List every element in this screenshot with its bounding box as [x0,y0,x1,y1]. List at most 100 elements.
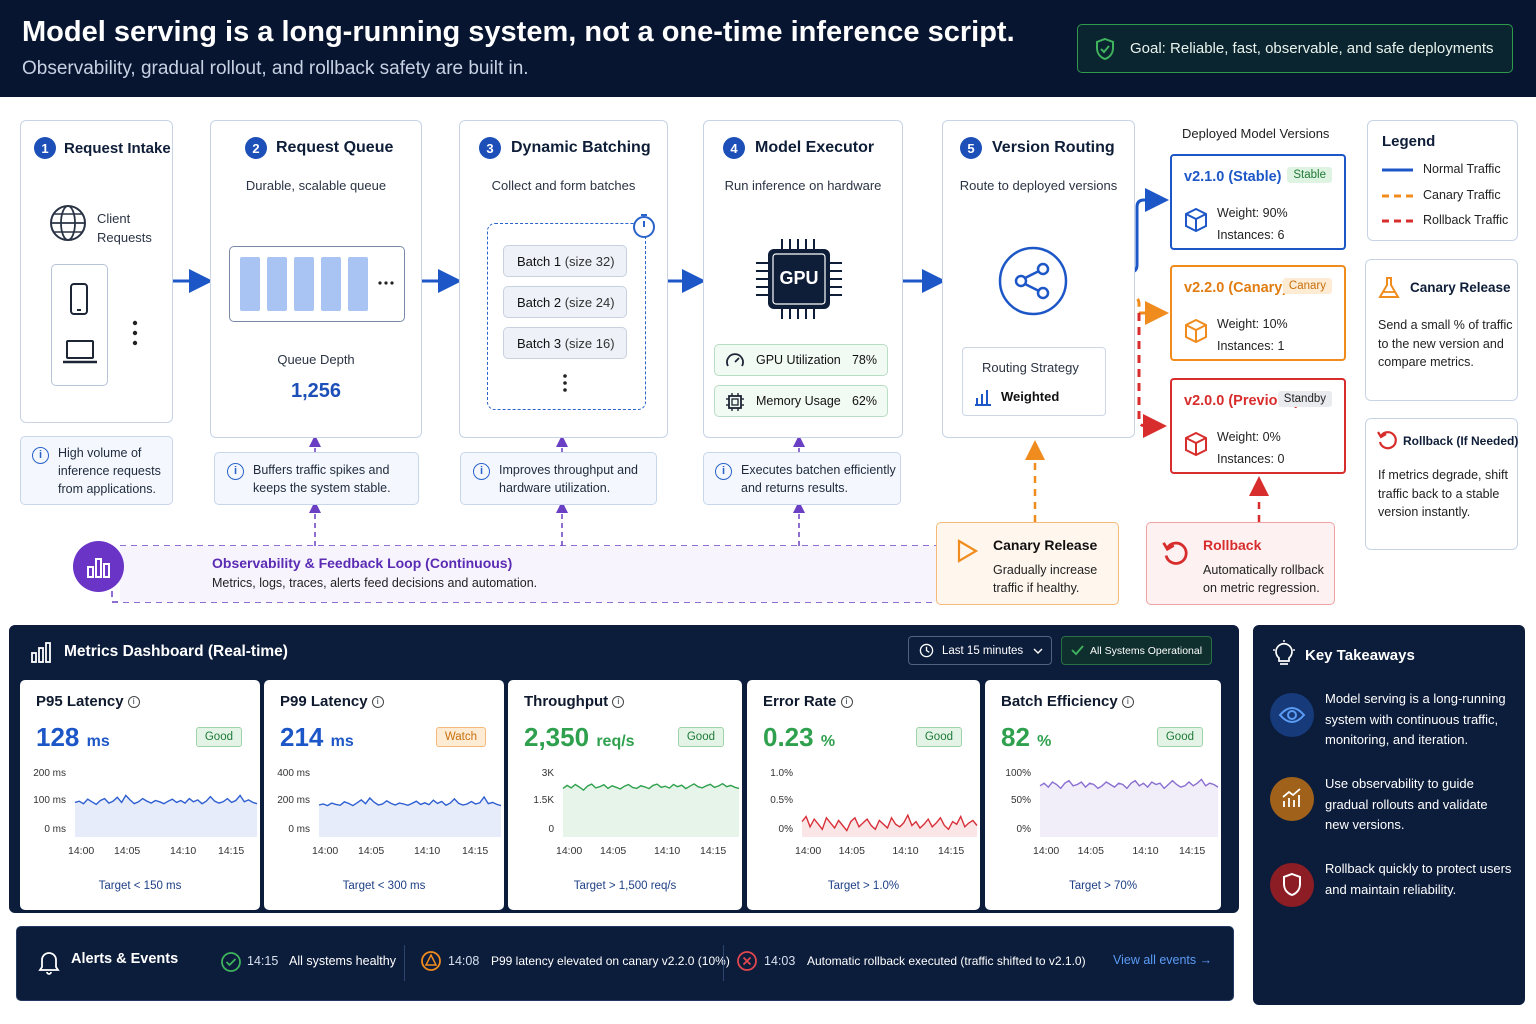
stage-subtitle: Route to deployed versions [959,178,1118,193]
x-tick-label: 14:15 [462,845,489,857]
rollback-title: Rollback [1203,537,1262,553]
x-tick-label: 14:15 [218,845,245,857]
version-instances: Instances: 1 [1217,339,1285,353]
series-line [74,794,258,806]
info-icon: i [227,463,244,480]
client-requests-label: Client Requests [97,211,152,245]
shield-check-icon [1096,37,1114,61]
version-name: v2.0.0 (Previous) [1184,393,1300,409]
canary-release-title: Canary Release [993,537,1098,553]
bell-icon [38,952,60,975]
series-line [1039,778,1219,790]
alert-time: 14:03 [764,954,796,968]
x-tick-label: 14:05 [114,845,141,857]
rollback-icon [1377,431,1397,450]
y-tick-label: 1.0% [770,768,793,779]
y-tick-label: 50% [1010,795,1031,806]
note-request-intake: i High volume of inference requests from… [20,436,173,505]
alert-time: 14:08 [448,954,480,968]
info-icon: i [473,463,490,480]
x-tick-label: 14:00 [795,845,822,857]
x-tick-label: 14:05 [838,845,865,857]
info-icon: i [715,463,732,480]
version-weight: Weight: 10% [1217,317,1288,331]
routing-strategy-value: Weighted [1001,389,1060,404]
goal-banner: Goal: Reliable, fast, observable, and sa… [1077,24,1513,73]
side-canary-title: Canary Release [1410,280,1511,295]
alert-text: P99 latency elevated on canary v2.2.0 (1… [491,954,730,968]
warning-icon [421,951,441,971]
sparkline-chart [74,794,258,837]
queue-depth-value: 1,256 [290,380,342,402]
stage-title: Version Routing [992,139,1115,156]
metric-card-p95-latency[interactable]: P95 Latency i 128 ms Good Target < 150 ms 20… [20,680,260,910]
sparkline-chart [318,795,502,837]
queue-slot [294,257,314,311]
side-canary-card: Canary Release Send a small % of traffic… [1365,259,1518,401]
gpu-chip-label: GPU [779,268,819,288]
sparkline-chart [1039,778,1219,837]
play-icon [957,539,979,563]
side-rollback-text: If metrics degrade, shift traffic back t… [1378,468,1508,519]
y-tick-label: 0 [548,824,554,835]
stage-title: Model Executor [755,139,875,156]
batch-size: (size 16) [564,335,615,351]
x-tick-label: 14:15 [700,845,727,857]
metric-unit: ms [86,733,110,750]
metric-target: Target > 70% [1068,880,1138,892]
info-icon: i [127,696,140,708]
version-weight: Weight: 90% [1217,206,1288,220]
series-line [318,795,502,807]
metric-card-batch-efficiency[interactable]: Batch Efficiency i 82 % Good Target > 70% 10… [985,680,1221,910]
y-tick-label: 200 ms [277,795,310,806]
time-range-value: Last 15 minutes [942,644,1024,657]
x-tick-label: 14:00 [68,845,95,857]
router-share-icon [998,246,1068,316]
info-icon: i [371,696,384,708]
canary-release-box: Canary Release Gradually increase traffi… [936,522,1119,605]
growth-chart-icon [1282,788,1301,807]
version-name: v2.2.0 (Canary) [1184,280,1288,296]
more-horizontal-icon [378,281,394,285]
metric-card-error-rate[interactable]: Error Rate i 0.23 % Good Target > 1.0% 1.0% 0… [747,680,980,910]
queue-slot [240,257,260,311]
x-tick-label: 14:10 [654,845,681,857]
page-subtitle: Observability, gradual rollout, and roll… [22,58,529,79]
observability-band [120,546,936,602]
x-tick-label: 14:10 [170,845,197,857]
eye-icon-circle [1270,693,1314,737]
version-card-previous[interactable]: v2.0.0 (Previous) Standby Weight: 0% Inst… [1170,378,1346,474]
memory-usage-label: Memory Usage [756,394,841,408]
batch-size: (size 32) [564,253,615,269]
version-badge: Standby [1277,391,1332,407]
stage-version-routing: 5 Version Routing Route to deployed vers… [942,120,1135,438]
version-card-canary[interactable]: v2.2.0 (Canary) Canary Weight: 10% Instan… [1170,265,1346,361]
metric-badge: Watch [435,727,486,747]
x-tick-label: 14:00 [1033,845,1060,857]
metric-badge: Good [195,727,242,747]
metric-card-throughput[interactable]: Throughput i 2,350 req/s Good Target > 1,50… [508,680,742,910]
cube-icon [1185,318,1207,344]
legend-item: Canary Traffic [1423,188,1501,202]
view-all-events-link[interactable]: View all events → [1113,953,1212,967]
eye-icon [1278,707,1306,723]
takeaways-title: Key Takeaways [1305,647,1415,664]
note-text: Buffers traffic spikes and keeps the sys… [253,463,391,495]
y-tick-label: 0 ms [288,824,310,835]
metric-badge: Good [915,727,962,747]
version-card-stable[interactable]: v2.1.0 (Stable) Stable Weight: 90% Instan… [1170,154,1346,250]
series-area [75,795,257,837]
metric-title: Throughput i [524,693,625,710]
metric-unit: req/s [596,733,635,750]
key-takeaways-panel: Key Takeaways Model serving is a long-ru… [1253,625,1525,1005]
x-tick-label: 14:10 [1132,845,1159,857]
y-tick-label: 400 ms [277,768,310,779]
laptop-icon [63,340,97,364]
globe-icon [50,205,86,241]
metric-card-p99-latency[interactable]: P99 Latency i 214 ms Watch Target < 300 ms 4… [264,680,504,910]
more-vertical-icon [132,320,138,346]
metric-title: P99 Latency i [280,693,384,710]
x-tick-label: 14:00 [312,845,339,857]
time-range-select[interactable]: Last 15 minutes [908,636,1052,665]
stage-dynamic-batching: 3 Dynamic Batching Collect and form batc… [459,120,668,438]
